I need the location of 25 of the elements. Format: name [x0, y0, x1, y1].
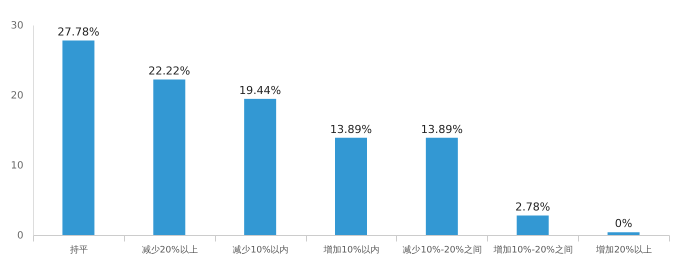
data-label: 19.44%: [239, 84, 282, 97]
bar: [516, 216, 549, 235]
bar: [608, 232, 640, 235]
data-label: 0%: [614, 217, 632, 230]
y-tick-label: 10: [10, 160, 24, 172]
data-label: 2.78%: [515, 200, 550, 214]
data-label: 13.89%: [420, 122, 463, 136]
x-tick-label: 增加10%-20%之间: [492, 244, 573, 256]
bar: [62, 40, 94, 235]
x-tick-label: 减少20%以上: [142, 244, 198, 256]
data-label: 13.89%: [330, 122, 372, 136]
x-tick-label: 减少10%-20%之间: [402, 244, 482, 256]
y-tick-label: 30: [10, 20, 24, 32]
bar: [244, 98, 276, 235]
x-tick-label: 增加20%以上: [595, 244, 652, 256]
bar: [426, 138, 458, 235]
x-tick-label: 持平: [70, 244, 88, 256]
data-label: 27.78%: [57, 26, 100, 39]
x-tick-label: 增加10%以内: [322, 244, 380, 256]
x-tick-label: 减少10%以内: [232, 244, 289, 256]
y-tick-label: 20: [10, 90, 24, 102]
y-tick-label: 0: [17, 230, 24, 242]
data-label: 22.22%: [148, 64, 190, 78]
bar: [153, 79, 186, 235]
bar: [335, 138, 367, 235]
